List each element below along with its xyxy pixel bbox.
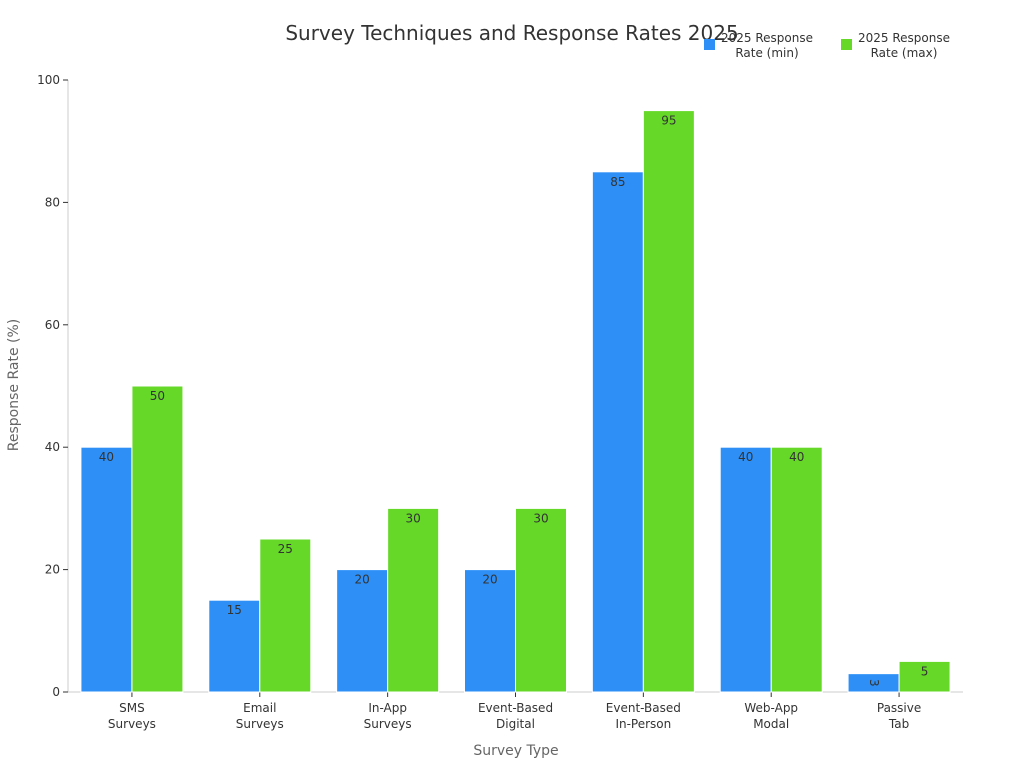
bar xyxy=(591,171,644,693)
legend: 2025 Response Rate (min) 2025 Response Rate… xyxy=(704,31,950,60)
legend-swatch xyxy=(841,39,852,50)
data-label: 15 xyxy=(227,603,242,617)
data-label: 40 xyxy=(789,450,804,464)
y-tick-label: 60 xyxy=(45,318,60,332)
data-label: 25 xyxy=(278,542,293,556)
y-axis-label: Response Rate (%) xyxy=(6,319,22,451)
data-label: 3 xyxy=(867,679,881,687)
x-axis-label: Survey Type xyxy=(473,743,558,759)
y-tick-label: 20 xyxy=(45,563,60,577)
bars: 40 50 15 25 20 30 20 30 85 95 40 40 3 5 xyxy=(80,110,951,693)
chart-title: Survey Techniques and Response Rates 202… xyxy=(285,21,738,45)
x-tick-label: SMS Surveys xyxy=(108,701,156,731)
data-label: 5 xyxy=(921,664,929,678)
bar xyxy=(515,507,567,693)
x-tick-label: Passive Tab xyxy=(877,701,921,731)
data-label: 20 xyxy=(355,573,370,587)
legend-swatch xyxy=(704,39,715,50)
data-label: 30 xyxy=(406,511,421,525)
bar xyxy=(80,446,133,693)
data-label: 30 xyxy=(533,511,548,525)
data-label: 50 xyxy=(150,389,165,403)
bar xyxy=(898,660,951,693)
x-tick-label: Email Surveys xyxy=(236,701,284,731)
y-tick-label: 0 xyxy=(52,685,60,699)
x-tick-label: Web-App Modal xyxy=(744,701,798,731)
x-tick-label: Event-Based Digital xyxy=(478,701,553,731)
x-tick-label: In-App Surveys xyxy=(364,701,412,731)
bar xyxy=(259,538,312,693)
data-label: 95 xyxy=(661,114,676,128)
bar xyxy=(464,569,516,693)
y-tick-label: 80 xyxy=(45,195,60,209)
y-tick-label: 40 xyxy=(45,440,60,454)
bar xyxy=(336,569,389,693)
x-tick-label: Event-Based In-Person xyxy=(606,701,681,731)
legend-label: 2025 Response Rate (max) xyxy=(858,31,950,60)
bar xyxy=(642,110,695,693)
legend-label: 2025 Response Rate (min) xyxy=(721,31,813,60)
data-label: 40 xyxy=(738,450,753,464)
bar xyxy=(719,446,772,693)
y-tick-label: 100 xyxy=(37,73,60,87)
bar xyxy=(387,507,440,693)
data-label: 20 xyxy=(482,573,497,587)
axes: 0 20 40 60 80 100 SMS Surveys Email Surveys In-App… xyxy=(37,73,963,731)
bar xyxy=(770,446,823,693)
bar xyxy=(131,385,184,693)
data-label: 85 xyxy=(610,175,625,189)
data-label: 40 xyxy=(99,450,114,464)
